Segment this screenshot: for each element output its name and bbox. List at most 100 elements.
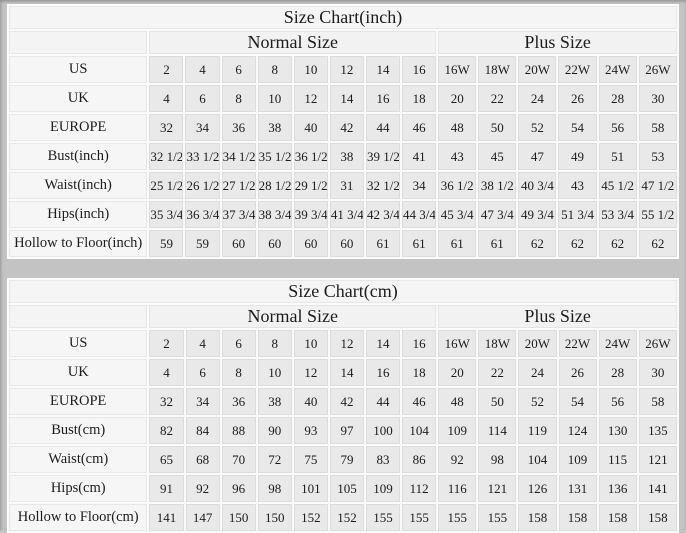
size-value-cell: 131 xyxy=(558,475,597,502)
size-value-cell: 126 xyxy=(518,475,557,502)
size-value-cell: 109 xyxy=(438,417,477,444)
size-value-cell: 12 xyxy=(329,56,364,83)
size-value-cell: 62 xyxy=(638,230,677,257)
size-value-cell: 48 xyxy=(438,388,477,415)
size-value-cell: 4 xyxy=(185,56,220,83)
size-value-cell: 59 xyxy=(149,230,184,257)
size-value-cell: 20 xyxy=(438,85,477,112)
size-value-cell: 8 xyxy=(221,359,256,386)
row-label: Hips(inch) xyxy=(9,201,148,228)
size-value-cell: 18W xyxy=(478,56,517,83)
size-value-cell: 49 xyxy=(558,143,597,170)
size-value-cell: 75 xyxy=(293,446,328,473)
size-value-cell: 83 xyxy=(365,446,401,473)
size-value-cell: 155 xyxy=(438,504,477,531)
size-value-cell: 121 xyxy=(478,475,517,502)
size-value-cell: 48 xyxy=(438,114,477,141)
size-value-cell: 49 3/4 xyxy=(518,201,557,228)
size-value-cell: 42 xyxy=(329,388,364,415)
size-value-cell: 22W xyxy=(558,56,597,83)
size-value-cell: 104 xyxy=(518,446,557,473)
size-value-cell: 32 1/2 xyxy=(365,172,401,199)
table-title: Size Chart(cm) xyxy=(9,280,677,303)
size-value-cell: 8 xyxy=(221,85,256,112)
size-value-cell: 44 3/4 xyxy=(402,201,437,228)
size-value-cell: 22W xyxy=(558,330,597,357)
size-value-cell: 14 xyxy=(329,85,364,112)
size-value-cell: 96 xyxy=(221,475,256,502)
size-value-cell: 4 xyxy=(149,85,184,112)
size-value-cell: 34 1/2 xyxy=(221,143,256,170)
normal-size-header: Normal Size xyxy=(149,31,437,54)
size-value-cell: 100 xyxy=(365,417,401,444)
normal-size-header: Normal Size xyxy=(149,305,437,328)
size-value-cell: 20 xyxy=(438,359,477,386)
size-value-cell: 31 xyxy=(329,172,364,199)
size-value-cell: 59 xyxy=(185,230,220,257)
size-value-cell: 62 xyxy=(558,230,597,257)
size-value-cell: 46 xyxy=(402,388,437,415)
size-value-cell: 6 xyxy=(221,56,256,83)
size-value-cell: 30 xyxy=(638,359,677,386)
table-title: Size Chart(inch) xyxy=(9,6,677,29)
size-value-cell: 136 xyxy=(598,475,637,502)
size-value-cell: 40 xyxy=(293,114,328,141)
size-value-cell: 86 xyxy=(402,446,437,473)
size-value-cell: 33 1/2 xyxy=(185,143,220,170)
size-value-cell: 141 xyxy=(638,475,677,502)
size-value-cell: 158 xyxy=(598,504,637,531)
size-value-cell: 2 xyxy=(149,330,184,357)
size-value-cell: 4 xyxy=(185,330,220,357)
row-label: UK xyxy=(9,85,148,112)
table-row: EUROPE 32 34 36 38 40 42 44 46 48 50 52 54 56 58 xyxy=(9,114,677,141)
size-value-cell: 12 xyxy=(293,359,328,386)
size-value-cell: 152 xyxy=(329,504,364,531)
size-value-cell: 47 1/2 xyxy=(638,172,677,199)
size-value-cell: 6 xyxy=(185,359,220,386)
size-value-cell: 20W xyxy=(518,330,557,357)
table-row: Hips(cm) 91 92 96 98 101 105 109 112 116 121 126 131… xyxy=(9,475,677,502)
table-row: Hips(inch) 35 3/4 36 3/4 37 3/4 38 3/4 39 3/4… xyxy=(9,201,677,228)
size-value-cell: 37 3/4 xyxy=(221,201,256,228)
plus-size-header: Plus Size xyxy=(438,31,677,54)
size-value-cell: 38 3/4 xyxy=(257,201,292,228)
size-value-cell: 36 3/4 xyxy=(185,201,220,228)
table-row: Hollow to Floor(inch) 59 59 60 60 60 60 61 61 61 6… xyxy=(9,230,677,257)
size-value-cell: 65 xyxy=(149,446,184,473)
size-value-cell: 92 xyxy=(185,475,220,502)
row-label: UK xyxy=(9,359,148,386)
size-value-cell: 60 xyxy=(221,230,256,257)
size-value-cell: 88 xyxy=(221,417,256,444)
size-table-body: US 2 4 6 8 10 12 14 16 16W 18W 20W 22W 24W 26W UK 4 6 8 10 1… xyxy=(9,56,677,257)
size-value-cell: 93 xyxy=(293,417,328,444)
size-value-cell: 114 xyxy=(478,417,517,444)
size-value-cell: 14 xyxy=(329,359,364,386)
size-value-cell: 39 3/4 xyxy=(293,201,328,228)
table-row: Waist(inch) 25 1/2 26 1/2 27 1/2 28 1/2 29 1/… xyxy=(9,172,677,199)
size-value-cell: 68 xyxy=(185,446,220,473)
group-header-row: Normal Size Plus Size xyxy=(9,31,677,54)
table-row: Bust(cm) 82 84 88 90 93 97 100 104 109 114 119 124 13… xyxy=(9,417,677,444)
size-value-cell: 61 xyxy=(402,230,437,257)
row-label: Waist(cm) xyxy=(9,446,148,473)
size-value-cell: 62 xyxy=(598,230,637,257)
size-value-cell: 141 xyxy=(149,504,184,531)
size-value-cell: 43 xyxy=(558,172,597,199)
size-value-cell: 54 xyxy=(558,114,597,141)
size-value-cell: 53 xyxy=(638,143,677,170)
size-value-cell: 44 xyxy=(365,114,401,141)
size-value-cell: 36 1/2 xyxy=(438,172,477,199)
size-value-cell: 79 xyxy=(329,446,364,473)
size-value-cell: 121 xyxy=(638,446,677,473)
size-value-cell: 61 xyxy=(438,230,477,257)
size-value-cell: 50 xyxy=(478,388,517,415)
size-value-cell: 34 xyxy=(402,172,437,199)
size-value-cell: 45 3/4 xyxy=(438,201,477,228)
table-row: UK 4 6 8 10 12 14 16 18 20 22 24 26 28 30 xyxy=(9,85,677,112)
group-header-row: Normal Size Plus Size xyxy=(9,305,677,328)
size-value-cell: 84 xyxy=(185,417,220,444)
size-value-cell: 52 xyxy=(518,114,557,141)
size-value-cell: 39 1/2 xyxy=(365,143,401,170)
size-value-cell: 32 xyxy=(149,388,184,415)
size-value-cell: 36 xyxy=(221,114,256,141)
